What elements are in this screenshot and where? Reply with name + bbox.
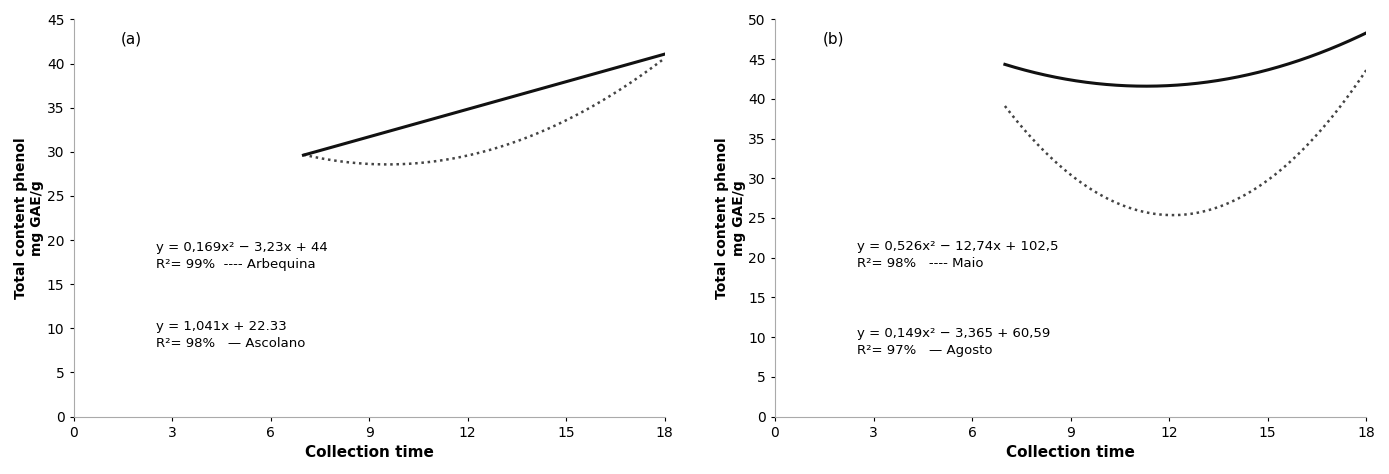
Text: y = 0,169x² − 3,23x + 44
R²= 99%  ---- Arbequina: y = 0,169x² − 3,23x + 44 R²= 99% ---- Ar… <box>156 241 328 271</box>
Text: y = 0,526x² − 12,74x + 102,5
R²= 98%   ---- Maio: y = 0,526x² − 12,74x + 102,5 R²= 98% ---… <box>857 239 1058 270</box>
X-axis label: Collection time: Collection time <box>304 445 433 460</box>
X-axis label: Collection time: Collection time <box>1006 445 1135 460</box>
Text: (a): (a) <box>121 31 142 46</box>
Y-axis label: Total content phenol
mg GAE/g: Total content phenol mg GAE/g <box>14 137 44 299</box>
Text: y = 0,149x² − 3,365 + 60,59
R²= 97%   — Agosto: y = 0,149x² − 3,365 + 60,59 R²= 97% — Ag… <box>857 327 1050 357</box>
Text: (b): (b) <box>822 31 843 46</box>
Text: y = 1,041x + 22.33
R²= 98%   — Ascolano: y = 1,041x + 22.33 R²= 98% — Ascolano <box>156 320 306 350</box>
Y-axis label: Total content phenol
mg GAE/g: Total content phenol mg GAE/g <box>715 137 746 299</box>
